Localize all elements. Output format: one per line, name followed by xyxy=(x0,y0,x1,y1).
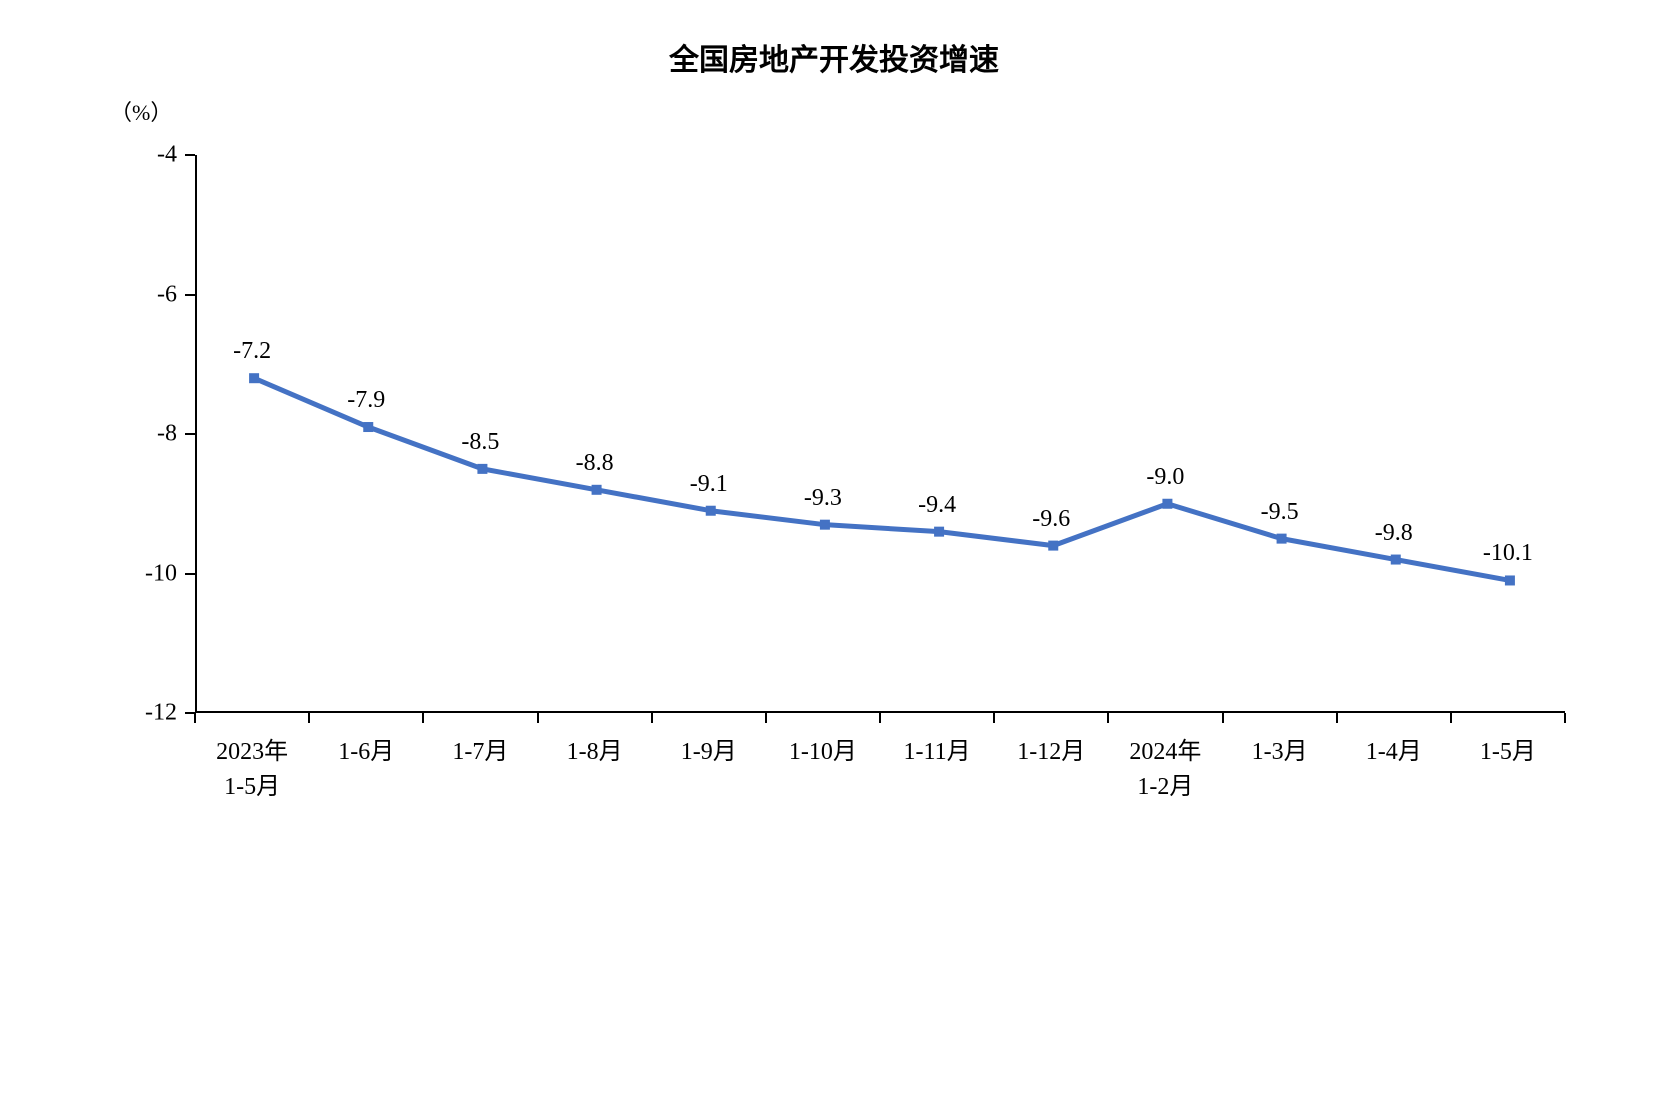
y-tick-mark xyxy=(185,573,195,575)
x-tick-mark xyxy=(879,713,881,723)
x-tick-mark xyxy=(765,713,767,723)
x-tick-mark xyxy=(1336,713,1338,723)
chart-container: 全国房地产开发投资增速 （%） -4-6-8-10-122023年1-5月1-6… xyxy=(0,0,1668,1098)
x-tick-label-line1: 1-6月 xyxy=(338,739,394,765)
data-label: -7.9 xyxy=(347,387,385,414)
x-tick-mark xyxy=(1564,713,1566,723)
x-tick-mark xyxy=(1222,713,1224,723)
series-marker xyxy=(592,485,602,495)
x-tick-label-line1: 1-3月 xyxy=(1252,739,1308,765)
y-tick-label: -12 xyxy=(97,700,177,727)
x-tick-mark xyxy=(194,713,196,723)
series-marker xyxy=(1048,541,1058,551)
series-marker xyxy=(1391,555,1401,565)
y-axis-unit-label: （%） xyxy=(110,95,172,127)
y-tick-mark xyxy=(185,154,195,156)
data-label: -7.2 xyxy=(233,338,271,365)
data-label: -9.4 xyxy=(918,492,956,519)
series-marker xyxy=(249,373,259,383)
series-marker xyxy=(706,506,716,516)
x-tick-label-line1: 1-4月 xyxy=(1366,739,1422,765)
data-label: -9.1 xyxy=(690,471,728,498)
data-label: -9.8 xyxy=(1375,520,1413,547)
x-tick-label-line2: 1-2月 xyxy=(1129,766,1201,801)
data-label: -8.8 xyxy=(576,450,614,477)
x-tick-label-line1: 1-10月 xyxy=(789,739,857,765)
x-tick-mark xyxy=(308,713,310,723)
x-tick-label: 1-5月 xyxy=(1480,731,1536,766)
y-tick-label: -10 xyxy=(97,560,177,587)
x-tick-label-line1: 1-9月 xyxy=(681,739,737,765)
line-layer xyxy=(197,155,1567,713)
series-marker xyxy=(1162,499,1172,509)
x-tick-label-line1: 2023年 xyxy=(216,739,288,765)
y-tick-label: -6 xyxy=(97,281,177,308)
series-line xyxy=(254,378,1510,580)
x-tick-label: 1-4月 xyxy=(1366,731,1422,766)
series-marker xyxy=(477,464,487,474)
x-tick-mark xyxy=(1107,713,1109,723)
x-tick-label: 1-6月 xyxy=(338,731,394,766)
x-tick-label: 2024年1-2月 xyxy=(1129,731,1201,801)
x-tick-label-line1: 1-7月 xyxy=(452,739,508,765)
x-tick-label: 1-3月 xyxy=(1252,731,1308,766)
x-tick-label: 1-10月 xyxy=(789,731,857,766)
x-tick-label: 1-11月 xyxy=(904,731,971,766)
series-marker xyxy=(934,527,944,537)
series-marker xyxy=(1505,575,1515,585)
x-tick-label-line2: 1-5月 xyxy=(216,766,288,801)
y-tick-mark xyxy=(185,294,195,296)
x-tick-label-line1: 1-5月 xyxy=(1480,739,1536,765)
plot-area xyxy=(195,155,1565,713)
x-tick-mark xyxy=(1450,713,1452,723)
data-label: -9.3 xyxy=(804,485,842,512)
x-tick-label: 1-12月 xyxy=(1017,731,1085,766)
y-tick-label: -8 xyxy=(97,421,177,448)
chart-title: 全国房地产开发投资增速 xyxy=(0,35,1668,79)
x-tick-mark xyxy=(993,713,995,723)
data-label: -10.1 xyxy=(1483,540,1533,567)
series-marker xyxy=(363,422,373,432)
y-tick-label: -4 xyxy=(97,142,177,169)
x-tick-mark xyxy=(422,713,424,723)
x-tick-label: 1-7月 xyxy=(452,731,508,766)
x-tick-label: 2023年1-5月 xyxy=(216,731,288,801)
x-tick-mark xyxy=(537,713,539,723)
x-tick-label-line1: 2024年 xyxy=(1129,739,1201,765)
data-label: -9.0 xyxy=(1146,464,1184,491)
data-label: -9.5 xyxy=(1261,499,1299,526)
data-label: -8.5 xyxy=(461,429,499,456)
x-tick-label: 1-8月 xyxy=(567,731,623,766)
x-tick-label-line1: 1-11月 xyxy=(904,739,971,765)
x-tick-label: 1-9月 xyxy=(681,731,737,766)
x-tick-label-line1: 1-8月 xyxy=(567,739,623,765)
x-tick-mark xyxy=(651,713,653,723)
data-label: -9.6 xyxy=(1032,506,1070,533)
y-tick-mark xyxy=(185,433,195,435)
series-marker xyxy=(1277,534,1287,544)
series-marker xyxy=(820,520,830,530)
x-tick-label-line1: 1-12月 xyxy=(1017,739,1085,765)
